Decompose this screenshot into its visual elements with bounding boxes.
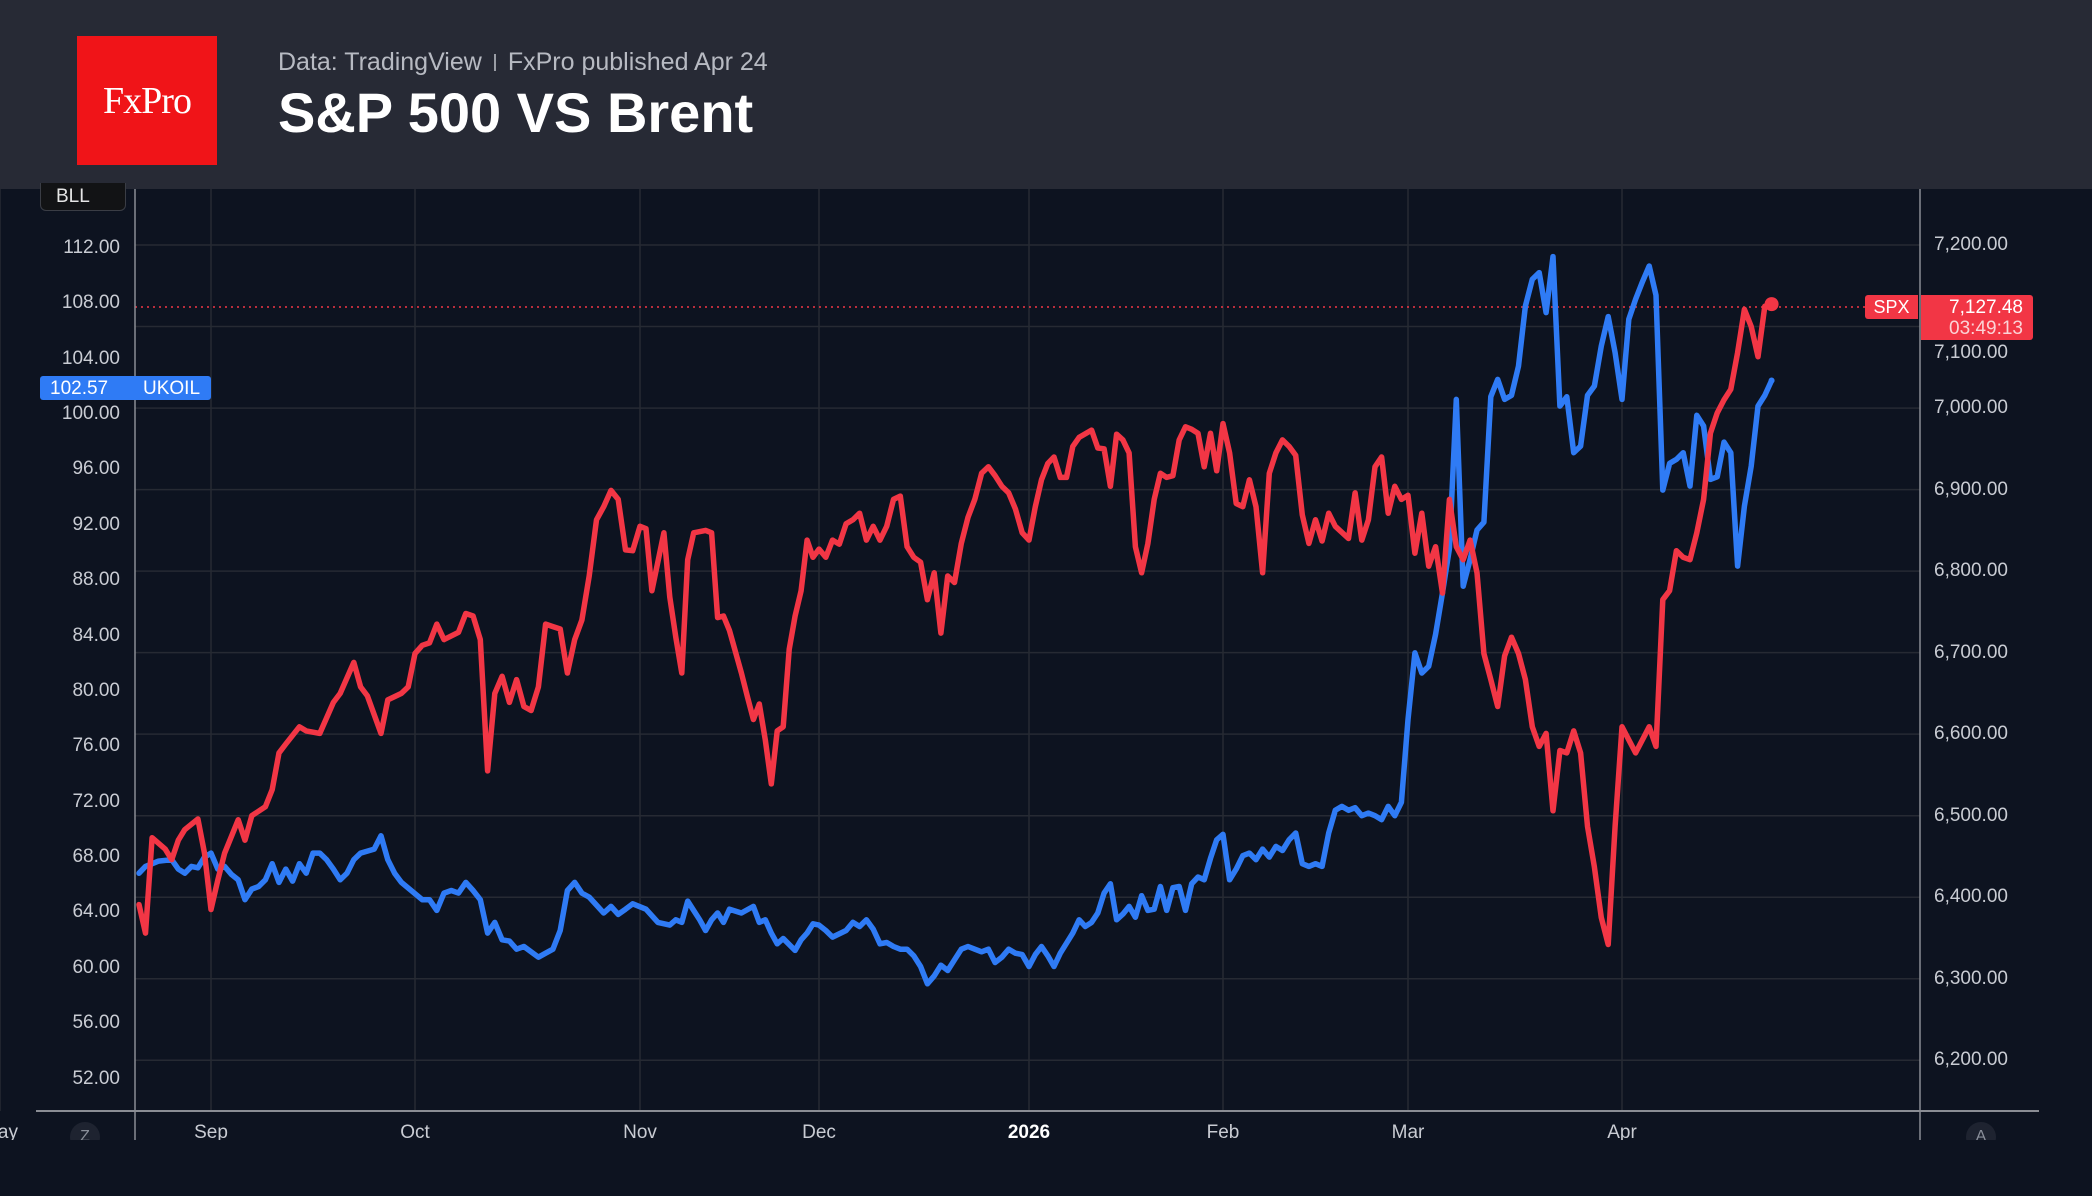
left-axis-tick: 96.00 [72, 458, 120, 480]
left-axis-tick: 104.00 [61, 347, 120, 369]
time-axis-tick: Dec [802, 1122, 836, 1140]
logo-text: FxPro [103, 79, 192, 122]
left-axis-tick: 88.00 [72, 569, 120, 591]
left-axis-tick: 112.00 [63, 236, 120, 258]
left-axis-tick: 64.00 [72, 901, 120, 923]
time-axis[interactable]: Z Sep Oct Nov Dec 2026 Feb Mar Apr May A [0, 1112, 2092, 1140]
time-axis-tick: Mar [1391, 1122, 1425, 1140]
time-axis-tick: 2026 [1007, 1122, 1051, 1140]
ukoil-price-badge: 102.57 UKOIL [40, 376, 211, 400]
left-axis-tick: 68.00 [72, 846, 120, 868]
left-axis-tick: 72.00 [72, 790, 120, 812]
left-axis-tick: 84.00 [72, 624, 120, 646]
left-axis-tick: 60.00 [72, 956, 120, 978]
right-axis-tick: 6,400.00 [1934, 886, 2008, 908]
time-axis-tick: Oct [400, 1122, 430, 1140]
right-axis-tick: 6,200.00 [1934, 1049, 2008, 1071]
separator [493, 54, 496, 71]
header-bar: FxPro Data: TradingView FxPro published A… [0, 0, 2092, 189]
spx-last-value: 7,127.48 [1949, 297, 2023, 318]
left-axis-tick: 100.00 [61, 403, 120, 425]
right-axis-tick: 7,200.00 [1934, 234, 2008, 255]
series-group [136, 253, 1779, 987]
spx-price-badge: 7,127.48 03:49:13 [1921, 295, 2033, 340]
right-axis-tick: 6,500.00 [1934, 804, 2008, 826]
published-date: FxPro published Apr 24 [507, 48, 768, 76]
time-axis-tick: Sep [194, 1122, 228, 1140]
fxpro-logo: FxPro [77, 36, 217, 165]
right-axis-tick: 7,100.00 [1934, 342, 2008, 363]
left-axis-tick: 56.00 [72, 1012, 120, 1034]
left-axis-tick: 76.00 [72, 735, 120, 757]
ukoil-line [136, 253, 1775, 987]
right-axis-tick: 6,900.00 [1934, 478, 2008, 500]
left-axis-tick: 80.00 [72, 679, 120, 701]
ukoil-last-value: 102.57 [50, 378, 109, 399]
bar-countdown: 03:49:13 [1949, 318, 2023, 339]
spx-line [136, 301, 1775, 948]
log-scale-toggle[interactable]: Z [70, 1122, 100, 1140]
right-axis-tick: 6,300.00 [1934, 967, 2008, 989]
grid [0, 189, 1920, 1111]
ukoil-last-point [1768, 377, 1775, 384]
spx-last-point [1764, 297, 1779, 312]
time-axis-tick: May [0, 1122, 18, 1140]
left-axis-tick: 108.00 [61, 292, 120, 314]
left-axis-tick: 92.00 [72, 513, 120, 535]
page-title: S&P 500 VS Brent [278, 81, 754, 144]
spx-symbol-badge: SPX [1865, 295, 1918, 319]
left-axis-tick: 52.00 [72, 1067, 120, 1089]
bll-label: BLL [56, 186, 90, 207]
right-axis-tick: 7,000.00 [1934, 397, 2008, 419]
right-axis-tick: 6,700.00 [1934, 641, 2008, 663]
time-axis-tick: Apr [1607, 1122, 1637, 1140]
data-source: Data: TradingView [278, 48, 482, 76]
right-axis-tick: 6,800.00 [1934, 560, 2008, 582]
time-axis-tick: Feb [1206, 1122, 1240, 1140]
time-axis-tick: Nov [623, 1122, 657, 1140]
bll-badge[interactable]: BLL [40, 183, 126, 211]
subtitle: Data: TradingView FxPro published Apr 24 [278, 48, 768, 77]
right-axis-tick: 6,600.00 [1934, 723, 2008, 745]
ukoil-symbol: UKOIL [143, 378, 201, 399]
auto-scale-toggle[interactable]: A [1966, 1122, 1996, 1140]
